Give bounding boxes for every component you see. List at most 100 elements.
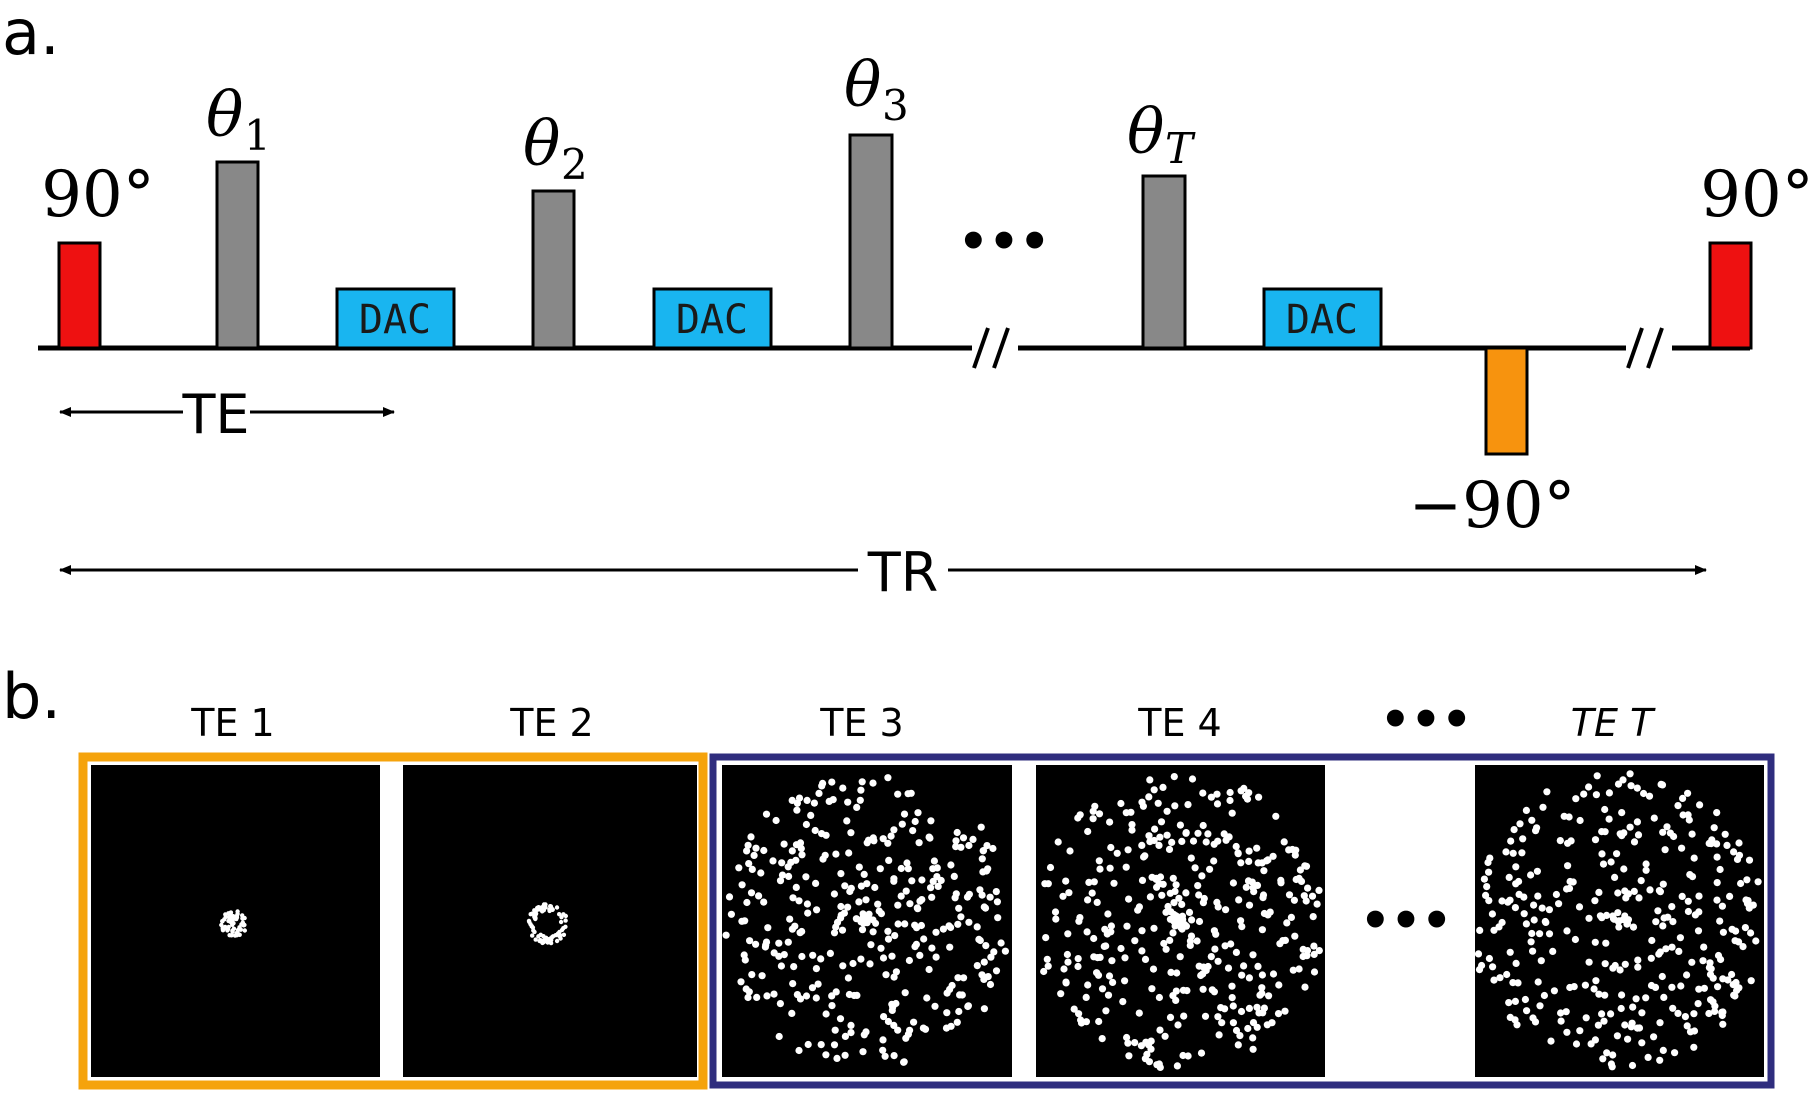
image-dot bbox=[1168, 838, 1176, 847]
image-dot bbox=[1107, 922, 1115, 930]
image-dot bbox=[1088, 889, 1096, 897]
image-dot bbox=[1531, 1018, 1540, 1026]
dac-label-1: DAC bbox=[359, 297, 431, 343]
image-dot bbox=[1145, 793, 1153, 801]
echo-image-4-dots bbox=[1040, 773, 1323, 1071]
image-dot bbox=[822, 1010, 830, 1018]
image-dot bbox=[909, 827, 917, 835]
image-dot bbox=[980, 903, 988, 911]
image-dot bbox=[1175, 894, 1183, 902]
image-dot bbox=[1221, 942, 1229, 950]
theta2-label: θ 2 bbox=[523, 107, 588, 189]
image-dot bbox=[1534, 892, 1542, 900]
image-dot bbox=[738, 881, 746, 889]
image-dot bbox=[776, 1000, 785, 1008]
image-dot bbox=[1668, 903, 1676, 911]
image-dot bbox=[1566, 877, 1574, 886]
image-dot bbox=[1695, 985, 1703, 993]
image-dot bbox=[1226, 796, 1234, 805]
svg-text:θ: θ bbox=[844, 48, 881, 121]
image-dot bbox=[1503, 970, 1511, 979]
image-dot bbox=[1285, 891, 1294, 899]
image-dot bbox=[1229, 1002, 1237, 1010]
image-dot bbox=[1179, 1051, 1187, 1060]
image-dot bbox=[776, 877, 785, 885]
image-dot bbox=[1089, 815, 1097, 823]
image-dot bbox=[1567, 837, 1575, 845]
image-dot bbox=[1621, 887, 1629, 895]
image-dot bbox=[973, 962, 981, 970]
echo-image-T-dots bbox=[1474, 770, 1762, 1071]
image-dot bbox=[1195, 917, 1204, 926]
image-dot bbox=[808, 984, 817, 992]
image-dot bbox=[1187, 854, 1195, 862]
image-dot bbox=[1096, 953, 1104, 962]
te-label: TE bbox=[181, 383, 249, 446]
image-dot bbox=[1280, 838, 1288, 846]
image-dot bbox=[916, 951, 924, 960]
image-dot bbox=[889, 1003, 897, 1011]
image-dot bbox=[822, 1051, 830, 1059]
image-dot bbox=[960, 974, 968, 982]
image-dot bbox=[1167, 968, 1175, 977]
image-dot bbox=[1532, 827, 1540, 835]
image-dot bbox=[1709, 998, 1717, 1006]
image-dot bbox=[847, 829, 855, 837]
image-dot bbox=[1563, 1028, 1571, 1036]
image-dot bbox=[828, 778, 836, 786]
image-dot bbox=[1658, 972, 1666, 981]
image-dot bbox=[1539, 803, 1547, 811]
image-dot bbox=[1633, 784, 1641, 792]
image-dot bbox=[1292, 846, 1300, 854]
image-dot bbox=[788, 847, 796, 855]
image-dot bbox=[1181, 921, 1189, 929]
image-dot bbox=[747, 889, 756, 897]
image-dot bbox=[1486, 854, 1494, 862]
image-dot bbox=[1240, 784, 1248, 793]
image-dot bbox=[1249, 1019, 1258, 1027]
image-dot bbox=[910, 1018, 918, 1026]
image-dot bbox=[858, 926, 867, 934]
image-dot bbox=[1093, 898, 1101, 907]
image-dot bbox=[1161, 1032, 1169, 1040]
image-dot bbox=[817, 1041, 825, 1049]
thetaT-pulse bbox=[1141, 174, 1187, 350]
image-dot bbox=[1666, 829, 1674, 837]
image-dot bbox=[1255, 793, 1263, 801]
image-dot bbox=[1705, 964, 1713, 972]
image-dot bbox=[1480, 875, 1488, 883]
image-dot bbox=[1688, 958, 1696, 966]
image-dot bbox=[1683, 971, 1691, 979]
image-dot bbox=[239, 922, 244, 927]
echo-image-2 bbox=[403, 765, 697, 1077]
image-dot bbox=[807, 811, 815, 820]
image-dot bbox=[1640, 789, 1648, 798]
image-dot bbox=[742, 985, 750, 993]
image-dot bbox=[943, 989, 951, 997]
theta2-pulse bbox=[531, 189, 576, 350]
image-dot bbox=[1601, 805, 1609, 814]
image-dot bbox=[1041, 880, 1049, 888]
image-dot bbox=[1482, 891, 1490, 900]
image-dot bbox=[956, 991, 964, 999]
echo-title-4: TE 4 bbox=[1137, 701, 1221, 745]
image-dot bbox=[1754, 878, 1762, 886]
image-dot bbox=[890, 1021, 898, 1029]
image-dot bbox=[235, 909, 240, 914]
image-dot bbox=[1659, 828, 1667, 836]
image-dot bbox=[953, 828, 961, 837]
image-dot bbox=[1195, 891, 1203, 899]
image-dot bbox=[1301, 983, 1309, 991]
image-dot bbox=[931, 1002, 939, 1010]
image-dot bbox=[1249, 884, 1257, 892]
image-dot bbox=[1150, 924, 1158, 932]
image-dot bbox=[841, 1032, 850, 1040]
image-dot bbox=[1489, 963, 1497, 971]
image-dot bbox=[1043, 955, 1051, 963]
image-dot bbox=[1629, 923, 1638, 931]
image-dot bbox=[928, 893, 936, 901]
image-dot bbox=[1296, 866, 1304, 874]
image-dot bbox=[920, 935, 928, 943]
image-dot bbox=[1182, 889, 1190, 897]
image-dot bbox=[1533, 867, 1541, 875]
